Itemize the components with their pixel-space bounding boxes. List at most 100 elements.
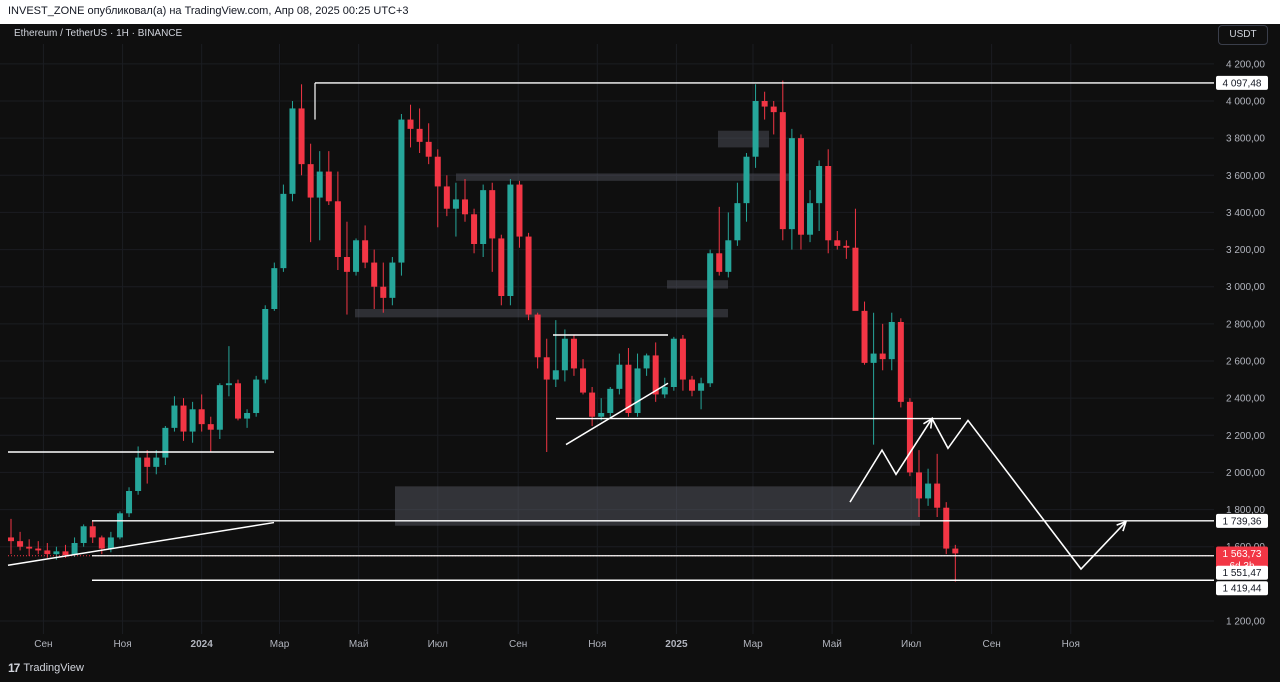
x-tick-label: Сен bbox=[509, 639, 527, 650]
candle-body bbox=[107, 537, 114, 549]
candle-body bbox=[943, 507, 950, 549]
candle-body bbox=[235, 383, 241, 419]
y-tick-label: 2 600,00 bbox=[1226, 357, 1265, 368]
candle-body bbox=[716, 253, 723, 272]
candle-body bbox=[462, 199, 468, 215]
price-line-badge bbox=[1216, 565, 1268, 580]
demand-zone bbox=[395, 486, 920, 526]
candle-body bbox=[761, 101, 768, 107]
candle-body bbox=[861, 310, 868, 363]
price-line-badge bbox=[1216, 75, 1268, 90]
x-tick-label: Ноя bbox=[588, 639, 606, 650]
candle-body bbox=[797, 138, 804, 235]
zone-3600 bbox=[456, 173, 789, 181]
candle-body bbox=[225, 383, 232, 386]
zone-3010 bbox=[667, 280, 728, 289]
candle-body bbox=[162, 427, 169, 458]
candle-body bbox=[144, 457, 151, 467]
candle-body bbox=[689, 379, 695, 391]
x-tick-label: Ноя bbox=[113, 639, 131, 650]
chart-area[interactable] bbox=[0, 24, 1214, 634]
price-line-label: 4 097,48 bbox=[1223, 78, 1262, 89]
price-scale[interactable] bbox=[1214, 24, 1280, 634]
candle-body bbox=[888, 322, 895, 360]
candle-body bbox=[153, 457, 160, 467]
candle-body bbox=[507, 184, 514, 296]
candle-body bbox=[825, 166, 832, 241]
symbol-title[interactable]: Ethereum / TetherUS · 1H · BINANCE bbox=[14, 28, 183, 39]
candle-body bbox=[897, 322, 904, 402]
candle-body bbox=[480, 190, 487, 244]
grid-layer bbox=[0, 44, 1214, 634]
y-tick-label: 2 200,00 bbox=[1226, 431, 1265, 442]
candle-body bbox=[498, 238, 505, 296]
candle-body bbox=[561, 338, 568, 371]
x-tick-label: 2025 bbox=[665, 639, 688, 650]
candle-body bbox=[725, 240, 732, 272]
x-tick-label: Май bbox=[349, 639, 369, 650]
candle-body bbox=[570, 338, 577, 369]
y-tick-label: 2 400,00 bbox=[1226, 394, 1265, 405]
y-tick-label: 3 400,00 bbox=[1226, 208, 1265, 219]
currency-button[interactable]: USDT bbox=[1218, 25, 1268, 45]
x-tick-label: Сен bbox=[982, 639, 1000, 650]
candle-body bbox=[53, 551, 60, 555]
y-tick-label: 3 800,00 bbox=[1226, 134, 1265, 145]
candle-body bbox=[398, 119, 405, 263]
candle-body bbox=[607, 388, 614, 413]
candle-body bbox=[380, 286, 387, 298]
y-tick-label: 4 200,00 bbox=[1226, 59, 1265, 70]
candle-body bbox=[707, 253, 714, 384]
projection-arrow-up-2 bbox=[1116, 520, 1128, 532]
candle-body bbox=[834, 240, 841, 246]
candle-body bbox=[788, 138, 795, 230]
y-tick-label: 3 200,00 bbox=[1226, 245, 1265, 256]
x-tick-label: Июл bbox=[428, 639, 448, 650]
candle-body bbox=[525, 236, 532, 315]
candle-body bbox=[543, 357, 550, 380]
candle-body bbox=[534, 314, 541, 358]
current-price-label: 1 563,73 bbox=[1223, 549, 1262, 560]
x-tick-label: Сен bbox=[34, 639, 52, 650]
candle-body bbox=[298, 108, 305, 165]
candle-body bbox=[670, 338, 677, 387]
drawings-layer bbox=[7, 82, 1214, 581]
candle-body bbox=[171, 405, 178, 428]
brand[interactable]: 17 TradingView bbox=[8, 661, 84, 675]
candle-body bbox=[325, 171, 332, 202]
candle-body bbox=[17, 541, 24, 547]
candle-body bbox=[552, 370, 559, 380]
price-line-label: 1 419,44 bbox=[1223, 584, 1262, 595]
candle-body bbox=[343, 257, 350, 272]
candle-body bbox=[770, 106, 777, 113]
candle-body bbox=[180, 405, 187, 432]
candle-body bbox=[262, 309, 269, 380]
candle-body bbox=[589, 392, 596, 417]
candle-body bbox=[216, 385, 223, 430]
candle-body bbox=[271, 268, 278, 309]
triangle-trendline bbox=[565, 382, 669, 446]
candle-body bbox=[362, 240, 369, 263]
candle-body bbox=[407, 119, 414, 129]
trendline-support bbox=[7, 521, 275, 567]
y-tick-label: 4 000,00 bbox=[1226, 97, 1265, 108]
candle-body bbox=[925, 483, 932, 499]
candle-body bbox=[816, 166, 823, 204]
y-tick-label: 2 000,00 bbox=[1226, 468, 1265, 479]
axis-layer: 4 200,00 4 000,00 3 800,00 3 600,00 3 400,00… bbox=[34, 59, 1268, 650]
y-tick-label: 1 800,00 bbox=[1226, 505, 1265, 516]
zone-2850 bbox=[355, 309, 728, 318]
candle-body bbox=[598, 413, 605, 417]
price-line-label: 1 739,36 bbox=[1223, 516, 1262, 527]
candle-body bbox=[8, 537, 14, 542]
candle-body bbox=[198, 409, 205, 425]
zone-3780 bbox=[718, 130, 769, 148]
candle-body bbox=[135, 457, 142, 491]
candle-body bbox=[452, 199, 459, 209]
candle-body bbox=[98, 537, 105, 549]
price-line-label: 1 551,47 bbox=[1223, 568, 1262, 579]
candle-body bbox=[44, 550, 51, 555]
candle-body bbox=[580, 368, 587, 393]
candle-body bbox=[116, 513, 123, 538]
